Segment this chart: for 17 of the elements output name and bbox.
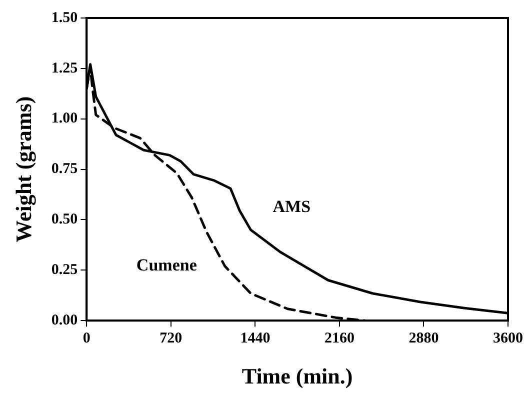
y-tick-label: 0.25 [51,262,78,278]
x-tick-label: 0 [82,330,90,346]
y-tick-label: 1.00 [51,110,78,127]
y-tick-label: 0.00 [51,312,78,328]
series-label: AMS [272,197,311,216]
x-tick-label: 720 [160,330,182,346]
y-tick-label: 1.25 [51,60,78,76]
x-tick-label: 2880 [408,330,439,346]
x-tick-label: 1440 [240,330,270,346]
y-tick-label: 1.50 [51,10,78,26]
y-axis-title: Weight (grams) [10,96,36,242]
series-label: Cumene [136,256,198,275]
y-tick-label: 0.75 [51,161,78,178]
x-tick-label: 3600 [493,330,523,346]
x-axis-title: Time (min.) [242,363,353,388]
y-tick-label: 0.50 [51,212,78,228]
x-tick-label: 2160 [324,330,354,346]
